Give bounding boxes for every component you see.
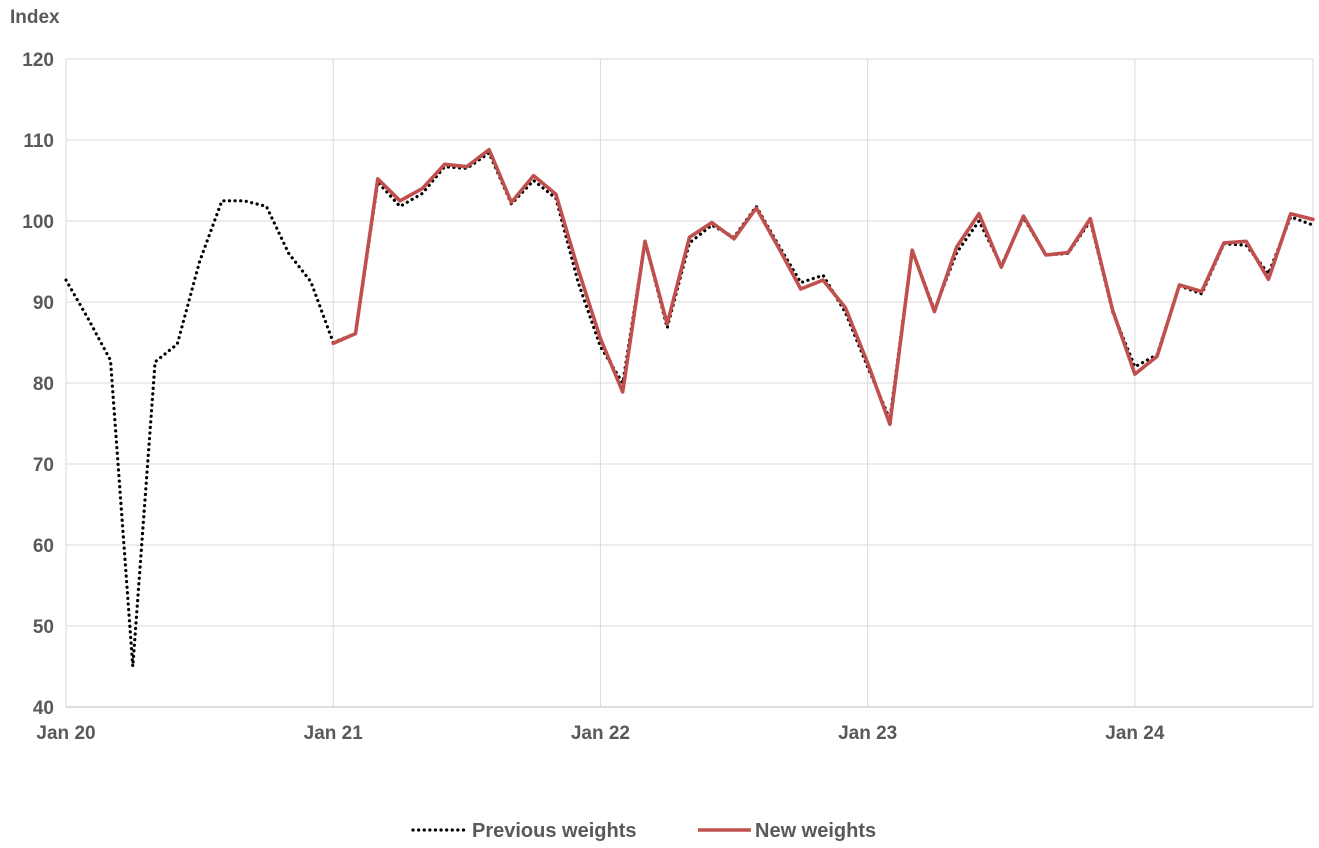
series-lines <box>64 147 1315 669</box>
y-tick-label: 110 <box>23 131 54 152</box>
x-tick-label: Jan 22 <box>571 723 630 744</box>
gridlines <box>65 58 1314 708</box>
y-tick-label: 70 <box>33 455 54 476</box>
legend-label: New weights <box>755 820 876 842</box>
y-tick-label: 100 <box>22 212 54 233</box>
y-tick-label: 60 <box>33 536 54 557</box>
legend-item-previous-weights: Previous weights <box>411 820 637 842</box>
y-tick-label: 80 <box>33 374 54 395</box>
x-tick-label: Jan 24 <box>1105 723 1165 744</box>
y-tick-labels: 40 50 60 70 80 90 100 110 120 <box>22 50 54 719</box>
x-tick-label: Jan 21 <box>304 723 364 744</box>
legend-label: Previous weights <box>472 820 637 842</box>
series-line-new-weights <box>331 147 1315 427</box>
x-tick-label: Jan 20 <box>36 723 95 744</box>
series-line-previous-weights <box>64 151 1315 669</box>
x-tick-labels: Jan 20 Jan 21 Jan 22 Jan 23 Jan 24 <box>36 723 1164 744</box>
y-tick-label: 120 <box>22 50 54 71</box>
legend: Previous weights New weights <box>411 820 876 842</box>
y-tick-label: 40 <box>33 698 54 719</box>
y-tick-label: 50 <box>33 617 54 638</box>
y-tick-label: 90 <box>33 293 54 314</box>
x-tick-label: Jan 23 <box>838 723 897 744</box>
y-axis-label: Index <box>10 7 60 28</box>
legend-item-new-weights: New weights <box>698 820 876 842</box>
